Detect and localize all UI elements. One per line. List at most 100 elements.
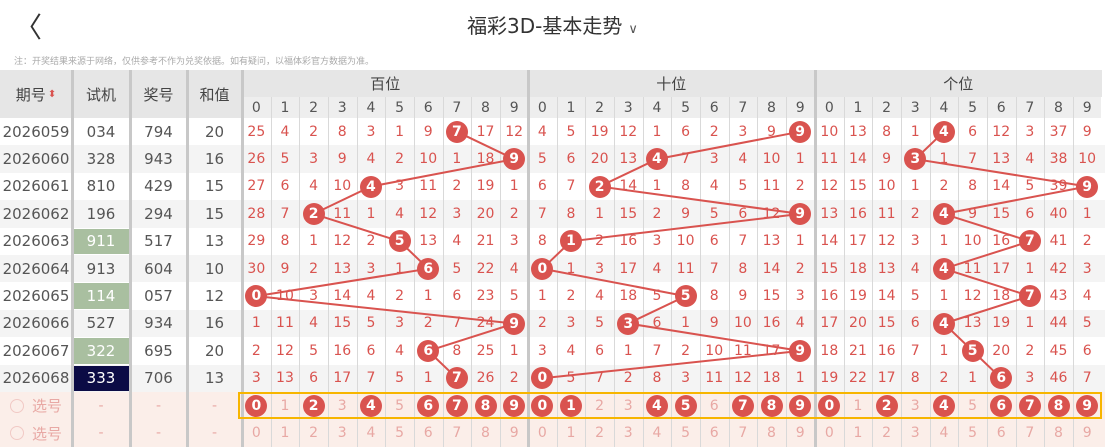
sum-cell: 16: [204, 314, 225, 333]
radio-circle-icon[interactable]: [10, 426, 24, 441]
select-number[interactable]: 1: [280, 397, 290, 414]
selected-number-ball[interactable]: 6: [990, 394, 1013, 417]
select-number[interactable]: 1: [280, 425, 290, 442]
select-number[interactable]: 0: [251, 425, 261, 442]
selected-number-ball[interactable]: 9: [503, 394, 526, 417]
back-button[interactable]: 〈: [14, 11, 43, 44]
select-row-toggle[interactable]: 选号: [0, 392, 72, 419]
selected-number-ball[interactable]: 2: [302, 394, 325, 417]
select-number[interactable]: 3: [337, 397, 347, 414]
missing-count: 1: [251, 315, 261, 332]
selected-number-ball[interactable]: 4: [645, 394, 668, 417]
header-digit: 6: [986, 97, 1016, 118]
header-period[interactable]: 期号 ⬍: [0, 70, 72, 118]
select-number[interactable]: 5: [968, 397, 978, 414]
selected-number-ball[interactable]: 4: [359, 394, 382, 417]
selected-number-ball[interactable]: 4: [932, 394, 955, 417]
missing-count: 26: [247, 151, 266, 168]
digit-divider: [1044, 97, 1046, 447]
select-number[interactable]: 8: [767, 425, 776, 442]
select-number[interactable]: 1: [853, 425, 863, 442]
select-number[interactable]: 5: [681, 425, 691, 442]
select-number[interactable]: 2: [882, 425, 892, 442]
selected-number-ball[interactable]: 8: [1047, 394, 1070, 417]
select-number[interactable]: 3: [623, 397, 633, 414]
select-number[interactable]: 8: [481, 425, 490, 442]
select-number[interactable]: 9: [509, 425, 519, 442]
missing-count: 19: [849, 288, 867, 305]
header-group-bai: 百位: [242, 70, 529, 97]
selected-number-ball[interactable]: 8: [474, 394, 497, 417]
select-row-toggle[interactable]: 选号: [0, 419, 72, 446]
header-digit: 5: [958, 97, 987, 118]
select-number[interactable]: 4: [652, 425, 662, 442]
select-number[interactable]: 7: [1025, 425, 1035, 442]
radio-circle-icon[interactable]: [10, 398, 24, 413]
select-number[interactable]: 1: [566, 425, 576, 442]
trend-lines: [256, 130, 1088, 380]
select-number[interactable]: 9: [795, 425, 805, 442]
select-number[interactable]: 2: [595, 425, 605, 442]
missing-count: 1: [795, 151, 805, 168]
select-number[interactable]: 6: [709, 425, 719, 442]
test-number-cell: 913: [86, 259, 116, 278]
select-number[interactable]: 1: [853, 397, 863, 414]
lottery-type-dropdown[interactable]: 福彩3D-基本走势 ∨: [0, 10, 1105, 39]
sort-icon[interactable]: ⬍: [47, 88, 57, 100]
select-number[interactable]: 5: [395, 397, 405, 414]
selected-number-ball[interactable]: 7: [1018, 394, 1041, 417]
missing-count: 2: [1082, 233, 1092, 250]
missing-count: 25: [247, 123, 266, 140]
select-number[interactable]: 8: [1054, 425, 1063, 442]
winning-digit-ball: 2: [302, 202, 325, 225]
select-number[interactable]: 3: [623, 425, 633, 442]
selected-number-ball[interactable]: 6: [417, 394, 440, 417]
selected-number-ball[interactable]: 7: [731, 394, 754, 417]
select-number[interactable]: 3: [910, 397, 920, 414]
select-number[interactable]: 5: [395, 425, 405, 442]
missing-count: 42: [1049, 260, 1068, 277]
selected-number-ball[interactable]: 5: [674, 394, 697, 417]
selected-number-ball[interactable]: 9: [789, 394, 812, 417]
selected-number-ball[interactable]: 7: [445, 394, 468, 417]
select-number[interactable]: 7: [738, 425, 748, 442]
missing-count: 26: [476, 370, 495, 387]
missing-count: 4: [366, 151, 376, 168]
select-number[interactable]: 0: [537, 425, 547, 442]
period-cell: 2026065: [2, 287, 70, 306]
missing-count: 12: [276, 342, 294, 359]
missing-count: 21: [849, 342, 867, 359]
selected-number-ball[interactable]: 0: [531, 394, 554, 417]
missing-count: 13: [963, 315, 982, 332]
selected-number-ball[interactable]: 9: [1076, 394, 1099, 417]
select-number[interactable]: 5: [968, 425, 978, 442]
header-digit: 9: [1072, 97, 1102, 118]
winning-digit-ball: 9: [789, 120, 812, 143]
select-number[interactable]: 2: [309, 425, 319, 442]
selected-number-ball[interactable]: 2: [875, 394, 898, 417]
select-number[interactable]: 6: [996, 425, 1006, 442]
missing-count: 14: [820, 233, 839, 250]
select-number[interactable]: 2: [595, 397, 605, 414]
missing-count: 8: [882, 123, 892, 140]
select-number[interactable]: 9: [1082, 425, 1092, 442]
selected-number-ball[interactable]: 1: [559, 394, 582, 417]
select-number[interactable]: 4: [366, 425, 376, 442]
selected-number-ball[interactable]: 0: [245, 394, 268, 417]
missing-count: 10: [1078, 151, 1097, 168]
selected-number-ball[interactable]: 0: [818, 394, 841, 417]
missing-count: 18: [619, 288, 638, 305]
select-number[interactable]: 3: [337, 425, 347, 442]
header-digit: 1: [843, 97, 873, 118]
select-number[interactable]: 7: [452, 425, 462, 442]
select-number[interactable]: 6: [423, 425, 433, 442]
missing-count: 9: [709, 315, 719, 332]
select-number[interactable]: 3: [910, 425, 920, 442]
select-number[interactable]: 0: [824, 425, 834, 442]
winning-digit-ball: 5: [961, 339, 984, 362]
selected-number-ball[interactable]: 8: [760, 394, 783, 417]
winning-digit-ball: 3: [904, 148, 927, 171]
header-digit: 6: [413, 97, 443, 118]
select-number[interactable]: 6: [709, 397, 719, 414]
select-number[interactable]: 4: [939, 425, 949, 442]
